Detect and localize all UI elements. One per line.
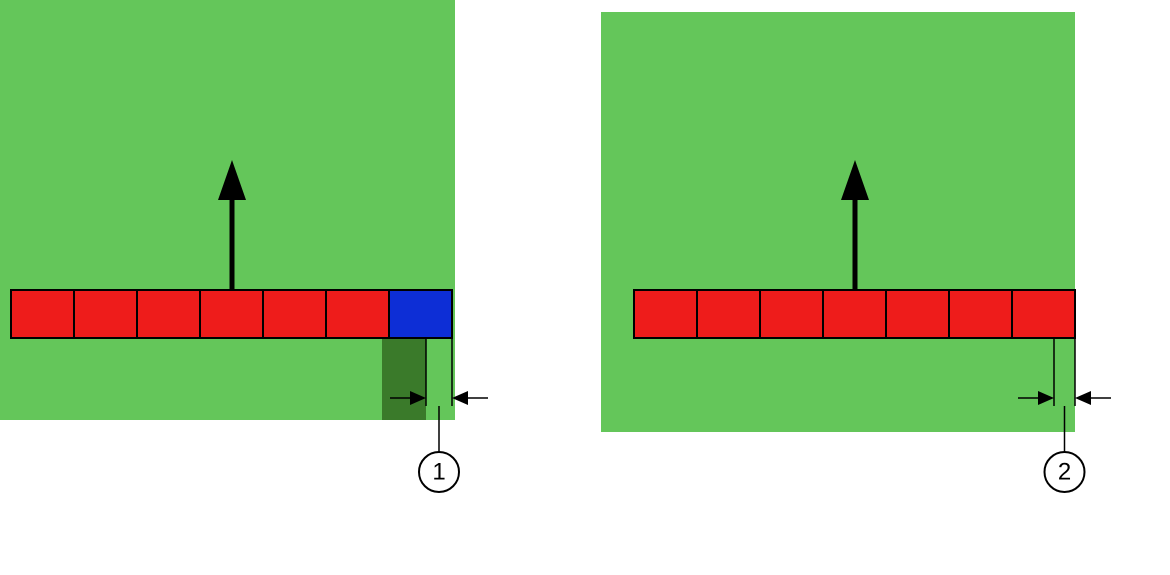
- row-cell-red: [137, 290, 200, 338]
- row-cell-red: [326, 290, 389, 338]
- row-cell-red: [1012, 290, 1075, 338]
- row-cell-red: [823, 290, 886, 338]
- dim-label-text: 1: [432, 459, 445, 486]
- row-cell-red: [263, 290, 326, 338]
- up-arrow-shaft: [230, 200, 235, 290]
- dark-green-overlap: [382, 338, 426, 420]
- dim-label-text: 2: [1058, 459, 1071, 486]
- row-cell-red: [949, 290, 1012, 338]
- row-cell-red: [74, 290, 137, 338]
- up-arrow-shaft: [853, 200, 858, 290]
- dim-arrowhead-right: [1075, 391, 1091, 405]
- row-cell-blue: [389, 290, 452, 338]
- green-block: [601, 12, 1075, 432]
- diagram-canvas: 12: [0, 0, 1170, 575]
- row-cell-red: [634, 290, 697, 338]
- row-cell-red: [200, 290, 263, 338]
- row-cell-red: [11, 290, 74, 338]
- row-cell-red: [760, 290, 823, 338]
- row-cell-red: [697, 290, 760, 338]
- row-cell-red: [886, 290, 949, 338]
